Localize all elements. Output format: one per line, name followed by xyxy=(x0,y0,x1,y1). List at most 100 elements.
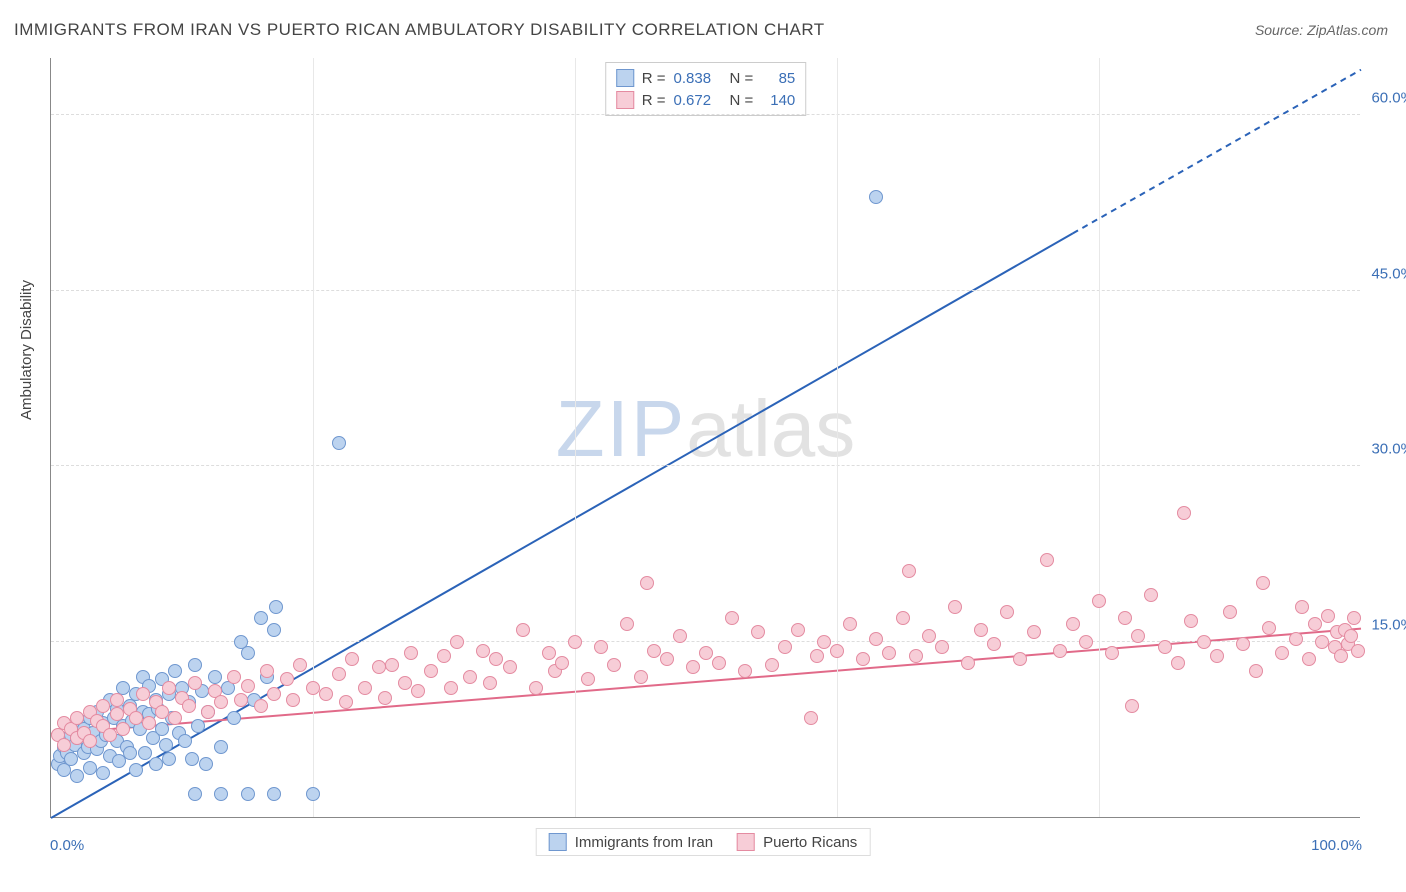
data-point-pr xyxy=(1275,646,1289,660)
data-point-pr xyxy=(1000,605,1014,619)
data-point-pr xyxy=(201,705,215,719)
data-point-pr xyxy=(516,623,530,637)
data-point-pr xyxy=(1079,635,1093,649)
data-point-pr xyxy=(424,664,438,678)
data-point-iran xyxy=(241,646,255,660)
data-point-pr xyxy=(634,670,648,684)
data-point-iran xyxy=(64,752,78,766)
data-point-pr xyxy=(1092,594,1106,608)
data-point-iran xyxy=(267,623,281,637)
data-point-pr xyxy=(1053,644,1067,658)
data-point-pr xyxy=(267,687,281,701)
data-point-pr xyxy=(339,695,353,709)
data-point-pr xyxy=(1315,635,1329,649)
data-point-pr xyxy=(345,652,359,666)
data-point-pr xyxy=(1013,652,1027,666)
data-point-pr xyxy=(155,705,169,719)
source-label: Source: ZipAtlas.com xyxy=(1255,22,1388,38)
data-point-iran xyxy=(70,769,84,783)
data-point-pr xyxy=(372,660,386,674)
data-point-iran xyxy=(199,757,213,771)
data-point-iran xyxy=(269,600,283,614)
data-point-pr xyxy=(1040,553,1054,567)
data-point-pr xyxy=(896,611,910,625)
data-point-pr xyxy=(765,658,779,672)
data-point-pr xyxy=(1027,625,1041,639)
stat-r-value: 0.672 xyxy=(674,92,722,109)
data-point-iran xyxy=(227,711,241,725)
data-point-pr xyxy=(1158,640,1172,654)
data-point-pr xyxy=(476,644,490,658)
data-point-pr xyxy=(280,672,294,686)
data-point-pr xyxy=(70,711,84,725)
data-point-pr xyxy=(843,617,857,631)
watermark-atlas: atlas xyxy=(686,383,855,472)
data-point-pr xyxy=(738,664,752,678)
stat-r-label: R = xyxy=(642,92,666,109)
gridline-h xyxy=(51,114,1360,115)
data-point-pr xyxy=(1131,629,1145,643)
data-point-pr xyxy=(116,722,130,736)
data-point-pr xyxy=(358,681,372,695)
data-point-pr xyxy=(227,670,241,684)
data-point-pr xyxy=(1236,637,1250,651)
data-point-pr xyxy=(856,652,870,666)
data-point-pr xyxy=(620,617,634,631)
data-point-pr xyxy=(751,625,765,639)
data-point-pr xyxy=(686,660,700,674)
data-point-pr xyxy=(463,670,477,684)
data-point-iran xyxy=(155,722,169,736)
regression-line-iran xyxy=(51,233,1073,818)
data-point-pr xyxy=(1256,576,1270,590)
data-point-iran xyxy=(188,658,202,672)
data-point-pr xyxy=(319,687,333,701)
data-point-pr xyxy=(922,629,936,643)
data-point-pr xyxy=(712,656,726,670)
data-point-iran xyxy=(267,787,281,801)
data-point-pr xyxy=(817,635,831,649)
data-point-iran xyxy=(254,611,268,625)
data-point-pr xyxy=(142,716,156,730)
data-point-pr xyxy=(1344,629,1358,643)
data-point-iran xyxy=(869,190,883,204)
data-point-pr xyxy=(640,576,654,590)
stat-swatch xyxy=(616,91,634,109)
data-point-iran xyxy=(191,719,205,733)
data-point-pr xyxy=(136,687,150,701)
data-point-pr xyxy=(581,672,595,686)
data-point-pr xyxy=(1262,621,1276,635)
data-point-iran xyxy=(306,787,320,801)
data-point-pr xyxy=(437,649,451,663)
data-point-pr xyxy=(909,649,923,663)
data-point-iran xyxy=(214,787,228,801)
data-point-pr xyxy=(411,684,425,698)
data-point-pr xyxy=(1184,614,1198,628)
data-point-pr xyxy=(1302,652,1316,666)
data-point-pr xyxy=(961,656,975,670)
data-point-pr xyxy=(1066,617,1080,631)
y-tick-label: 60.0% xyxy=(1371,90,1406,107)
data-point-pr xyxy=(568,635,582,649)
data-point-pr xyxy=(1118,611,1132,625)
data-point-iran xyxy=(208,670,222,684)
data-point-pr xyxy=(902,564,916,578)
data-point-pr xyxy=(830,644,844,658)
data-point-pr xyxy=(974,623,988,637)
data-point-pr xyxy=(385,658,399,672)
data-point-pr xyxy=(162,681,176,695)
data-point-pr xyxy=(1223,605,1237,619)
data-point-iran xyxy=(159,738,173,752)
data-point-iran xyxy=(188,787,202,801)
data-point-pr xyxy=(489,652,503,666)
data-point-iran xyxy=(214,740,228,754)
data-point-pr xyxy=(1144,588,1158,602)
data-point-pr xyxy=(110,693,124,707)
data-point-pr xyxy=(594,640,608,654)
data-point-pr xyxy=(182,699,196,713)
x-tick-max: 100.0% xyxy=(1311,837,1362,854)
legend-label: Puerto Ricans xyxy=(763,834,857,851)
data-point-pr xyxy=(503,660,517,674)
gridline-v xyxy=(837,58,838,817)
data-point-pr xyxy=(398,676,412,690)
data-point-pr xyxy=(1321,609,1335,623)
